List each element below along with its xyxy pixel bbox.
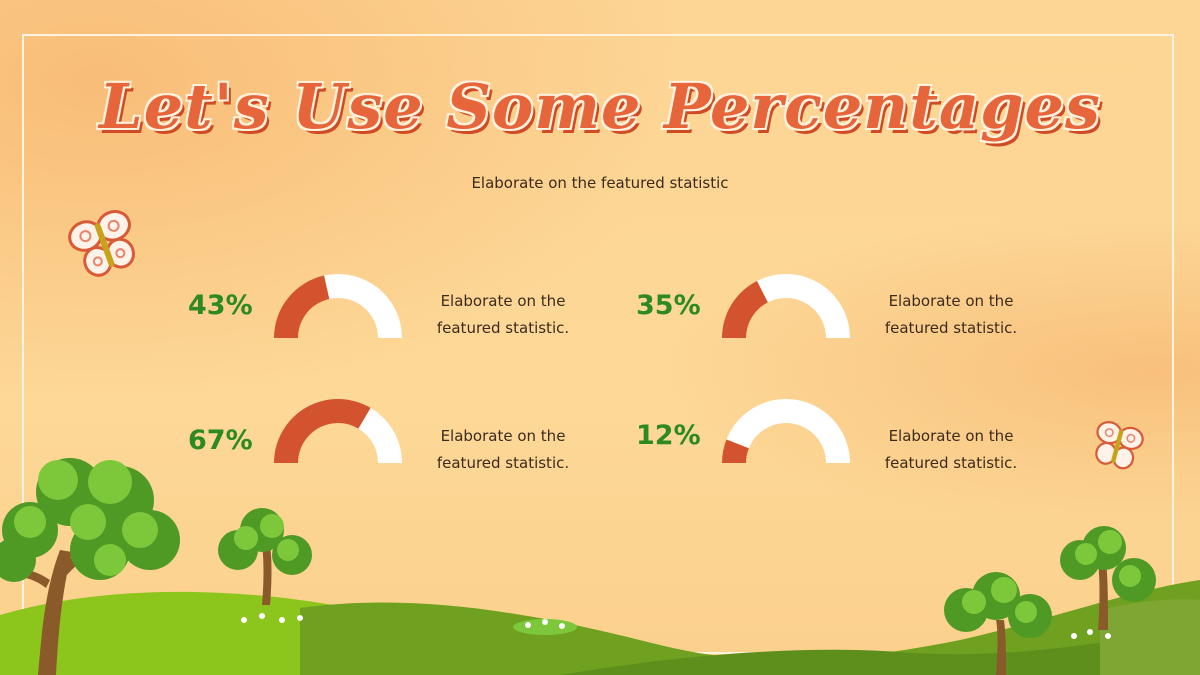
landscape-scenery bbox=[0, 458, 1200, 675]
gauge-fill bbox=[274, 275, 330, 338]
slide-title: Let's Use Some Percentages bbox=[99, 70, 1101, 143]
stat-description-line: Elaborate on the bbox=[440, 292, 566, 310]
gauge-track bbox=[726, 399, 850, 463]
gauge-track bbox=[324, 274, 402, 338]
stat-description-line: Elaborate on the bbox=[888, 427, 1014, 445]
tree-icon bbox=[218, 508, 312, 605]
slide-subtitle: Elaborate on the featured statistic bbox=[471, 174, 729, 192]
gauge-fill bbox=[274, 399, 371, 463]
gauge-track bbox=[756, 274, 850, 338]
gauge-track bbox=[358, 407, 402, 463]
stat-description: Elaborate on the featured statistic. bbox=[418, 423, 588, 477]
stat-percentage: 12% bbox=[636, 420, 701, 451]
stat-description: Elaborate on the featured statistic. bbox=[866, 423, 1036, 477]
stat-description-line: Elaborate on the bbox=[440, 427, 566, 445]
stat-percentage: 35% bbox=[636, 290, 701, 321]
percentage-gauge bbox=[274, 399, 402, 463]
gauge-fill bbox=[722, 280, 768, 338]
stat-description: Elaborate on the featured statistic. bbox=[866, 288, 1036, 342]
hills bbox=[0, 580, 1200, 675]
percentage-gauge bbox=[274, 274, 402, 338]
butterfly-icon bbox=[1095, 420, 1144, 470]
stat-description-line: featured statistic. bbox=[436, 319, 570, 337]
flower-icon bbox=[241, 613, 1111, 639]
tree-icon bbox=[0, 458, 180, 675]
butterfly-icon bbox=[68, 210, 136, 277]
gauge-fill bbox=[722, 439, 749, 463]
tree-icon bbox=[1060, 526, 1156, 630]
stat-description-line: featured statistic. bbox=[884, 319, 1018, 337]
stat-percentage: 67% bbox=[188, 425, 253, 456]
stat-description-line: featured statistic. bbox=[884, 454, 1018, 472]
stat-percentage: 43% bbox=[188, 290, 253, 321]
percentage-gauge bbox=[722, 399, 850, 463]
stat-description-line: featured statistic. bbox=[436, 454, 570, 472]
tree-icon bbox=[944, 572, 1052, 675]
stat-description-line: Elaborate on the bbox=[888, 292, 1014, 310]
percentage-gauge bbox=[722, 274, 850, 338]
stat-description: Elaborate on the featured statistic. bbox=[418, 288, 588, 342]
